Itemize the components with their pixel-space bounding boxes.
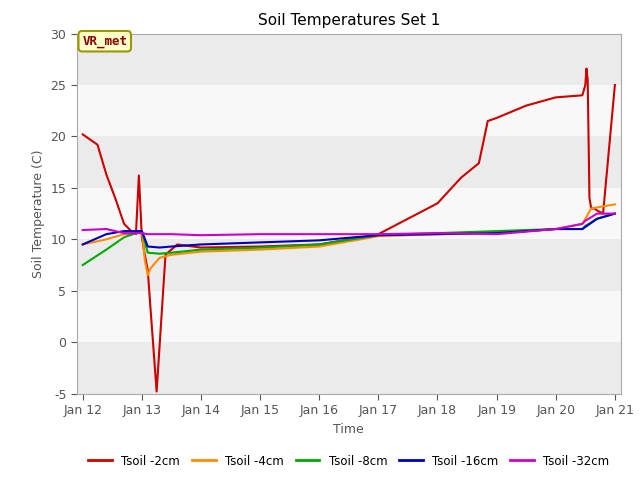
Bar [77, 240, 621, 291]
Bar [77, 85, 621, 136]
Bar [77, 342, 621, 394]
Bar [77, 188, 621, 240]
Bar [77, 34, 621, 85]
Y-axis label: Soil Temperature (C): Soil Temperature (C) [32, 149, 45, 278]
Text: VR_met: VR_met [82, 35, 127, 48]
Legend: Tsoil -2cm, Tsoil -4cm, Tsoil -8cm, Tsoil -16cm, Tsoil -32cm: Tsoil -2cm, Tsoil -4cm, Tsoil -8cm, Tsoi… [84, 450, 614, 472]
Bar [77, 136, 621, 188]
Bar [77, 291, 621, 342]
X-axis label: Time: Time [333, 422, 364, 435]
Title: Soil Temperatures Set 1: Soil Temperatures Set 1 [258, 13, 440, 28]
